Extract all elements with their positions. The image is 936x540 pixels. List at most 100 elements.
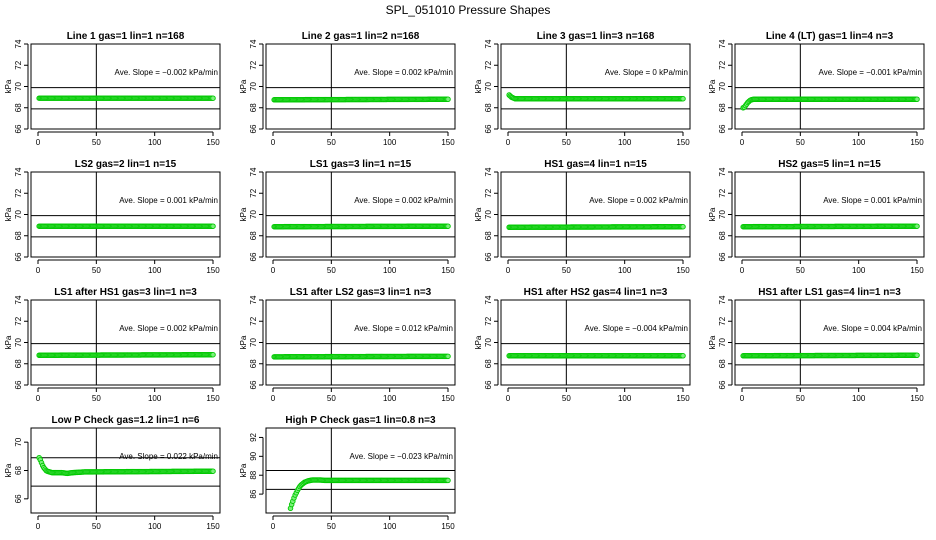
- x-tick-label: 0: [740, 138, 745, 147]
- y-tick-label: 74: [14, 39, 23, 48]
- plot-frame: [265, 171, 456, 258]
- y-tick-label: 66: [718, 252, 727, 261]
- y-tick-label: 66: [484, 124, 493, 133]
- y-tick-label: 70: [718, 210, 727, 219]
- plot-frame: [734, 299, 925, 386]
- y-tick-label: 68: [718, 103, 727, 112]
- x-tick-label: 150: [676, 394, 690, 403]
- y-tick-label: 74: [718, 295, 727, 304]
- y-tick-label: 70: [14, 210, 23, 219]
- y-tick-label: 72: [718, 188, 727, 197]
- panel-title: HS1 after HS2 gas=4 lin=1 n=3: [524, 287, 668, 298]
- x-tick-label: 50: [327, 522, 336, 531]
- slope-annotation: Ave. Slope = 0.001 kPa/min: [119, 196, 218, 205]
- data-series: [506, 353, 686, 359]
- data-point: [680, 353, 686, 359]
- data-point: [914, 352, 920, 359]
- y-axis-label: kPa: [239, 79, 248, 93]
- y-axis-label: kPa: [239, 463, 248, 477]
- y-axis-label: kPa: [239, 207, 248, 221]
- y-tick-label: 72: [14, 188, 23, 197]
- x-tick-label: 50: [796, 138, 805, 147]
- x-tick-label: 50: [92, 138, 101, 147]
- x-tick-label: 150: [910, 394, 924, 403]
- x-tick-label: 0: [506, 266, 511, 275]
- x-tick-label: 100: [852, 138, 866, 147]
- x-tick-label: 150: [441, 394, 455, 403]
- data-point: [914, 96, 920, 102]
- plot-frame: [30, 171, 221, 258]
- x-tick-label: 100: [383, 138, 397, 147]
- y-tick-label: 68: [718, 231, 727, 240]
- y-tick-label: 66: [249, 124, 258, 133]
- x-tick-label: 0: [271, 522, 276, 531]
- data-series: [36, 455, 216, 477]
- chart-panel: Line 2 gas=1 lin=2 n=168 0 50 100 150 66 68 70 7…: [239, 31, 456, 147]
- slope-annotation: Ave. Slope = 0.001 kPa/min: [823, 196, 922, 205]
- x-tick-label: 0: [36, 394, 41, 403]
- x-tick-label: 100: [148, 138, 162, 147]
- y-tick-label: 74: [484, 295, 493, 304]
- y-tick-label: 70: [718, 338, 727, 347]
- panel-grid: Line 1 gas=1 lin=1 n=168 0 50 100 150 66 68 70 7…: [4, 31, 925, 531]
- panel-title: Line 3 gas=1 lin=3 n=168: [537, 31, 655, 42]
- chart-panel: Low P Check gas=1.2 lin=1 n=6 0 50 100 150 66…: [4, 415, 221, 531]
- data-point: [445, 96, 451, 102]
- data-series: [271, 96, 451, 103]
- y-axis-label: kPa: [239, 335, 248, 349]
- y-tick-label: 72: [718, 316, 727, 325]
- data-series: [740, 352, 920, 359]
- y-tick-label: 66: [14, 124, 23, 133]
- y-tick-label: 70: [14, 338, 23, 347]
- y-axis-label: kPa: [474, 207, 483, 221]
- data-point: [680, 223, 686, 230]
- x-tick-label: 0: [506, 138, 511, 147]
- plot-frame: [265, 299, 456, 386]
- x-tick-label: 100: [383, 266, 397, 275]
- data-point: [445, 477, 451, 484]
- y-axis-label: kPa: [474, 79, 483, 93]
- slope-annotation: Ave. Slope = −0.004 kPa/min: [585, 324, 688, 333]
- data-series: [506, 92, 686, 102]
- y-tick-label: 70: [249, 210, 258, 219]
- panel-title: Line 2 gas=1 lin=2 n=168: [302, 31, 420, 42]
- x-tick-label: 0: [271, 266, 276, 275]
- data-series: [740, 223, 920, 230]
- panel-title: Line 4 (LT) gas=1 lin=4 n=3: [766, 31, 894, 42]
- x-tick-label: 50: [92, 394, 101, 403]
- plot-frame: [30, 299, 221, 386]
- x-tick-label: 50: [562, 394, 571, 403]
- y-tick-label: 72: [14, 60, 23, 69]
- data-series: [287, 477, 451, 512]
- y-tick-label: 86: [249, 489, 258, 498]
- x-tick-label: 50: [327, 138, 336, 147]
- panel-title: LS1 gas=3 lin=1 n=15: [310, 159, 412, 170]
- chart-panel: LS2 gas=2 lin=1 n=15 0 50 100 150 66 68 70 72 74 k…: [4, 159, 221, 275]
- y-tick-label: 72: [484, 316, 493, 325]
- y-tick-label: 74: [484, 39, 493, 48]
- x-tick-label: 150: [206, 266, 220, 275]
- data-point: [210, 223, 216, 229]
- slope-annotation: Ave. Slope = 0.002 kPa/min: [354, 68, 453, 77]
- chart-panel: HS1 after HS2 gas=4 lin=1 n=3 0 50 100 150 66…: [474, 287, 691, 403]
- data-series: [271, 223, 451, 230]
- x-tick-label: 100: [618, 266, 632, 275]
- y-tick-label: 90: [249, 451, 258, 460]
- data-series: [36, 351, 216, 359]
- x-tick-label: 100: [383, 394, 397, 403]
- chart-panel: HS2 gas=5 lin=1 n=15 0 50 100 150 66 68 70 72 74 k…: [708, 159, 925, 275]
- figure-title: SPL_051010 Pressure Shapes: [386, 3, 551, 17]
- y-tick-label: 68: [249, 231, 258, 240]
- chart-panel: LS1 after LS2 gas=3 lin=1 n=3 0 50 100 150 66…: [239, 287, 456, 403]
- x-tick-label: 50: [92, 266, 101, 275]
- panel-title: Low P Check gas=1.2 lin=1 n=6: [52, 415, 200, 426]
- y-tick-label: 68: [484, 359, 493, 368]
- y-tick-label: 68: [14, 359, 23, 368]
- slope-annotation: Ave. Slope = 0.002 kPa/min: [119, 324, 218, 333]
- plot-frame: [734, 171, 925, 258]
- panel-title: Line 1 gas=1 lin=1 n=168: [67, 31, 185, 42]
- x-tick-label: 150: [441, 138, 455, 147]
- chart-panel: Line 4 (LT) gas=1 lin=4 n=3 0 50 100 150 66 68…: [708, 31, 925, 147]
- panel-title: High P Check gas=1 lin=0.8 n=3: [285, 415, 436, 426]
- plot-frame: [500, 43, 691, 130]
